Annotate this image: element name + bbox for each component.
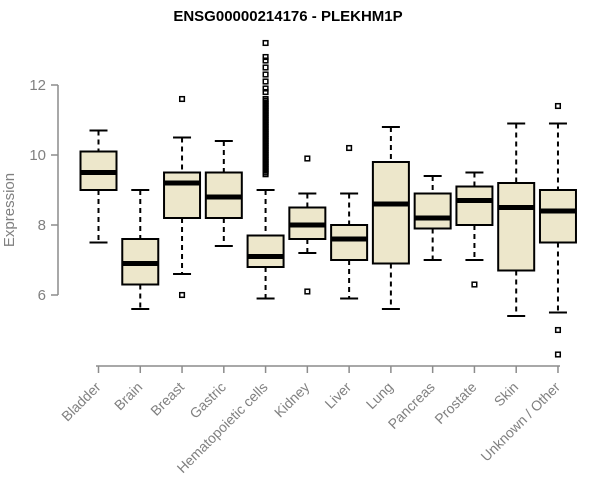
outlier-point <box>262 78 269 85</box>
y-tick-label: 8 <box>38 217 46 234</box>
outlier-point <box>262 88 269 96</box>
y-tick-label: 12 <box>29 77 46 94</box>
box-breast <box>163 171 202 219</box>
outlier-point <box>262 39 269 47</box>
y-tick-label: 10 <box>29 147 46 164</box>
y-tick-label: 6 <box>38 287 46 304</box>
outlier-point <box>346 144 353 152</box>
outlier-point <box>554 102 562 110</box>
outlier-point <box>262 171 269 178</box>
y-axis-title: Expression <box>1 173 18 247</box>
outlier-point <box>262 85 269 92</box>
outlier-point <box>554 351 562 358</box>
box-unknown-other <box>538 189 577 244</box>
x-category-label: Skin <box>491 379 522 410</box>
outlier-point <box>178 291 186 299</box>
box-lung <box>371 161 410 265</box>
x-category-label: Liver <box>321 379 354 412</box>
box-hematopoietic-cells <box>246 234 285 268</box>
outlier-point <box>178 95 186 103</box>
outlier-point <box>262 57 269 64</box>
outlier-point <box>262 53 269 61</box>
outlier-point <box>262 64 269 71</box>
box-prostate <box>455 185 494 226</box>
outlier-point <box>554 326 562 334</box>
x-category-label: Prostate <box>431 379 479 427</box>
x-category-label: Lung <box>363 379 396 412</box>
outlier-point <box>304 288 311 295</box>
box-skin <box>497 182 536 272</box>
x-category-label: Unknown / Other <box>477 379 563 465</box>
x-category-label: Brain <box>111 379 145 413</box>
x-category-label: Kidney <box>271 379 313 421</box>
x-category-label: Breast <box>147 379 187 419</box>
box-pancreas <box>413 192 452 230</box>
box-liver <box>330 224 369 261</box>
x-category-label: Bladder <box>58 379 104 425</box>
chart-title: ENSG00000214176 - PLEKHM1P <box>173 8 403 25</box>
outlier-point <box>262 71 269 78</box>
outlier-point <box>304 155 311 162</box>
outlier-point <box>471 281 478 288</box>
